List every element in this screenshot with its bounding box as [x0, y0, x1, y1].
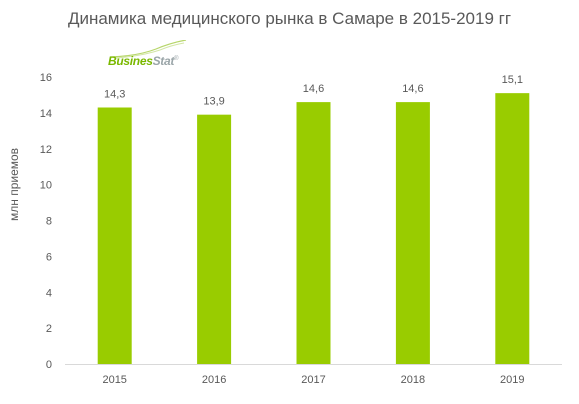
y-tick-label: 6	[46, 251, 52, 263]
y-tick-label: 10	[40, 180, 52, 192]
logo-registered-mark: ®	[174, 56, 179, 62]
bar-value-label: 15,1	[502, 74, 523, 86]
y-tick-label: 8	[46, 216, 52, 228]
bar	[395, 102, 430, 365]
bar-value-label: 14,3	[104, 88, 125, 100]
y-tick-label: 4	[46, 287, 52, 299]
bar-value-label: 14,6	[303, 83, 324, 95]
bar	[296, 102, 331, 365]
y-tick-label: 0	[46, 359, 52, 371]
x-tick-label: 2016	[202, 374, 226, 386]
logo-text-part2: Stat	[152, 54, 175, 68]
businessstat-logo: BusinesStat®	[108, 40, 188, 72]
logo-text: BusinesStat®	[108, 54, 179, 68]
y-tick-label: 12	[40, 144, 52, 156]
bar	[495, 93, 530, 365]
x-tick-label: 2019	[500, 374, 524, 386]
y-tick-label: 14	[40, 108, 52, 120]
chart-title: Динамика медицинского рынка в Самаре в 2…	[67, 9, 512, 28]
x-tick-label: 2018	[401, 374, 425, 386]
bar-value-label: 14,6	[402, 83, 423, 95]
bar-value-label: 13,9	[203, 96, 224, 108]
y-tick-label: 16	[40, 72, 52, 84]
x-tick-label: 2017	[301, 374, 325, 386]
bar	[197, 114, 232, 364]
bar	[97, 107, 132, 365]
x-tick-label: 2015	[102, 374, 126, 386]
logo-swoosh-icon	[109, 40, 187, 59]
logo-text-part1: Busines	[108, 54, 153, 68]
y-tick-label: 2	[46, 323, 52, 335]
